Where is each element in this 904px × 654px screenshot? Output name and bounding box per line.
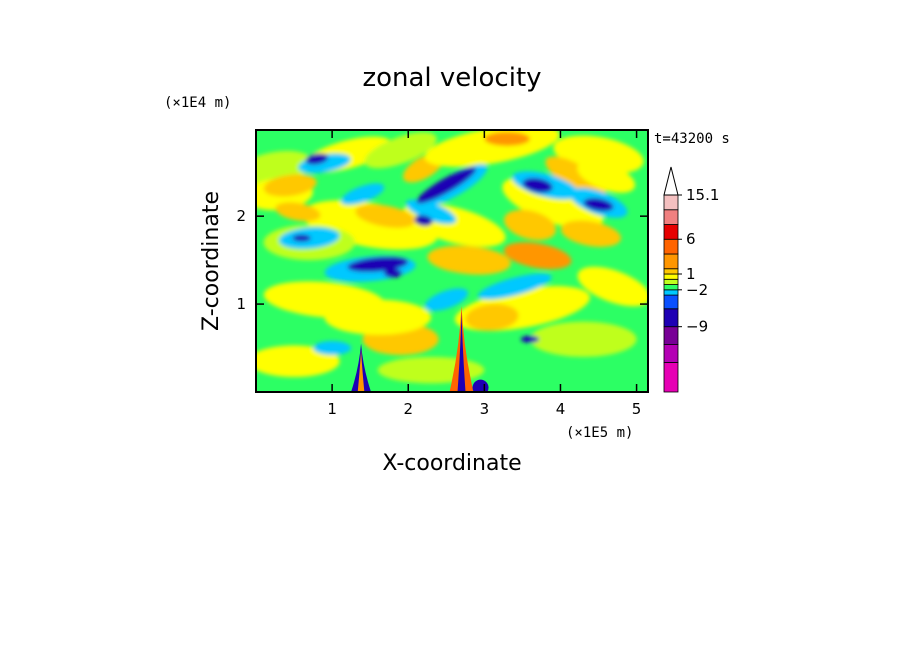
colorbar-swatch xyxy=(663,362,679,393)
plot-frame xyxy=(255,129,649,393)
x-tick-label: 2 xyxy=(403,400,413,418)
velocity-field xyxy=(256,130,648,384)
field-patch xyxy=(364,132,437,169)
colorbar-swatch xyxy=(663,194,679,211)
colorbar-label: 6 xyxy=(686,230,696,248)
field-patch xyxy=(472,379,489,392)
x-tick-label: 1 xyxy=(327,400,337,418)
plume-inner xyxy=(457,311,466,392)
mountain-plumes xyxy=(351,305,489,392)
field-patch xyxy=(484,131,531,146)
y-scale-label: (×1E4 m) xyxy=(164,95,231,111)
x-axis-label: X-coordinate xyxy=(382,451,521,476)
field-patch xyxy=(305,153,329,165)
plot-area xyxy=(256,130,648,392)
x-tick-label: 4 xyxy=(556,400,566,418)
field-patch xyxy=(560,220,621,247)
field-patch xyxy=(414,215,433,226)
field-patch xyxy=(522,177,553,193)
field-patch xyxy=(465,303,519,331)
colorbar-label: −2 xyxy=(686,281,708,299)
field-patch xyxy=(313,341,352,356)
field-patch xyxy=(340,183,385,205)
field-patch xyxy=(545,156,606,197)
colorbar-swatch xyxy=(663,308,679,328)
field-patch xyxy=(263,174,317,197)
colorbar-swatch xyxy=(663,238,679,255)
colorbar-label: 1 xyxy=(686,265,696,283)
field-patch xyxy=(503,242,572,270)
field-patch xyxy=(427,245,511,275)
field-patch xyxy=(256,345,340,378)
colorbar-label: −9 xyxy=(686,318,708,336)
colorbar-swatch xyxy=(663,253,679,270)
field-patch xyxy=(477,273,552,300)
colorbar-swatch xyxy=(663,268,679,275)
colorbar-swatch xyxy=(663,273,679,280)
field-patch xyxy=(383,268,403,278)
field-patch xyxy=(292,234,311,242)
y-tick-label: 1 xyxy=(236,295,246,313)
field-patch xyxy=(577,160,636,193)
x-tick-label: 3 xyxy=(480,400,490,418)
colorbar-arrow xyxy=(663,166,679,196)
field-patch xyxy=(355,204,416,228)
field-patch xyxy=(424,288,468,312)
x-scale-label: (×1E5 m) xyxy=(566,425,633,441)
field-patch xyxy=(577,266,648,307)
y-axis-label: Z-coordinate xyxy=(199,191,224,331)
y-axis: 12 xyxy=(236,207,648,313)
field-patch xyxy=(504,209,557,241)
field-patch xyxy=(530,321,637,357)
colorbar-swatch xyxy=(663,278,679,285)
colorbar-swatch xyxy=(663,289,679,296)
field-patch xyxy=(405,199,457,225)
field-patch xyxy=(347,257,409,273)
field-patch xyxy=(520,335,540,343)
chart-title: zonal velocity xyxy=(362,63,541,93)
colorbar-swatch xyxy=(663,326,679,345)
colorbar-swatch xyxy=(663,344,679,363)
colorbar: 15.1 6 1−2 −9 xyxy=(663,166,719,393)
x-axis: 1 2 3 4 5 xyxy=(327,130,641,418)
field-patch xyxy=(583,198,614,212)
colorbar-swatch xyxy=(663,209,679,225)
field-patch xyxy=(416,167,477,204)
colorbar-label: 15.1 xyxy=(686,186,719,204)
colorbar-swatch xyxy=(663,284,679,291)
x-tick-label: 5 xyxy=(632,400,642,418)
time-label: t=43200 s xyxy=(654,131,730,147)
colorbar-swatch xyxy=(663,294,679,310)
field-patch xyxy=(275,202,321,222)
colorbar-swatch xyxy=(663,224,679,240)
y-tick-label: 2 xyxy=(236,207,246,225)
field-patch xyxy=(324,299,432,335)
plume-inner xyxy=(357,349,365,392)
